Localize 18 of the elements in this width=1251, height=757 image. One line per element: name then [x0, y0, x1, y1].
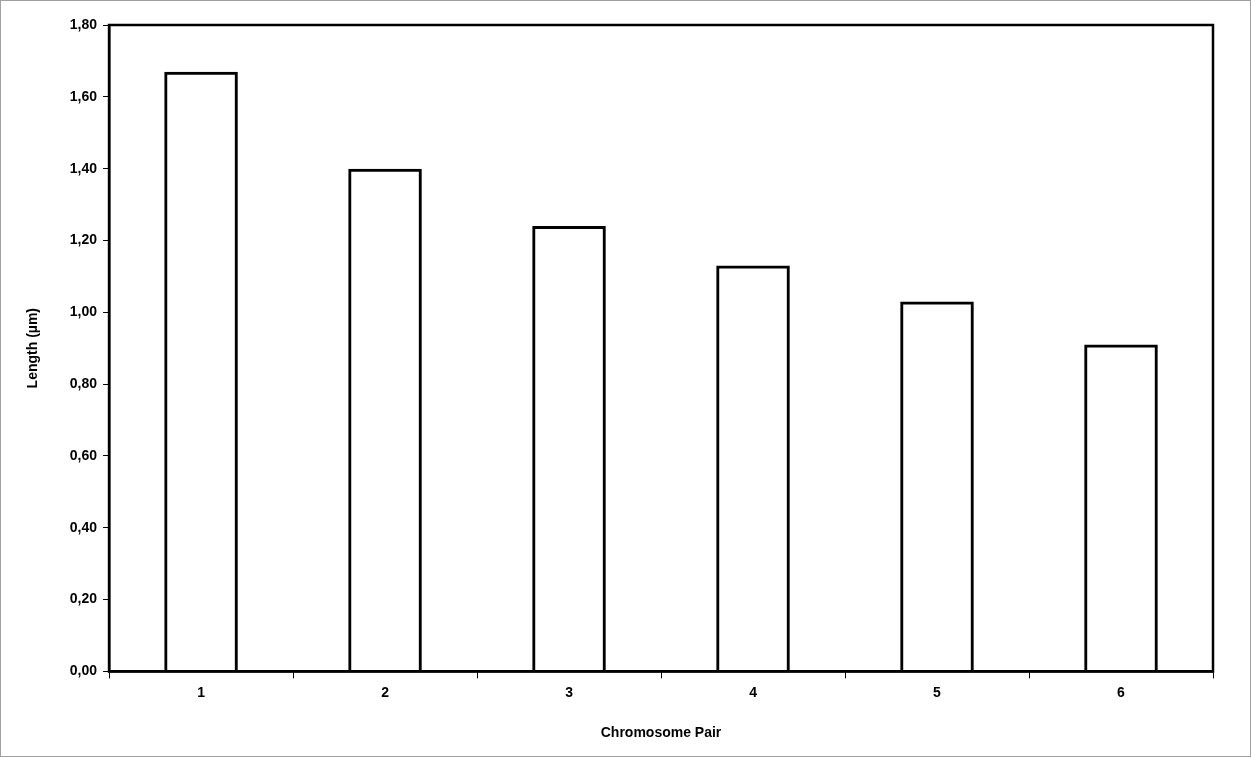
y-tick-label: 0,60	[69, 446, 98, 463]
y-axis-title: Length (µm)	[24, 308, 41, 389]
y-tick-label: 1,00	[69, 303, 98, 320]
y-tick-label: 1,40	[69, 159, 98, 176]
y-tick-label: 0,40	[69, 518, 98, 535]
y-tick-label: 0,00	[69, 662, 98, 679]
x-tick-label: 6	[1117, 683, 1126, 700]
x-tick-label: 5	[933, 683, 942, 700]
x-tick-label: 1	[197, 683, 206, 700]
x-axis-title: Chromosome Pair	[600, 724, 722, 741]
x-tick-label: 4	[749, 683, 758, 700]
x-tick-label: 2	[381, 683, 390, 700]
y-tick-label: 1,20	[69, 231, 98, 248]
y-tick-label: 0,80	[69, 374, 98, 391]
y-tick-label: 0,20	[69, 590, 98, 607]
y-tick-label: 1,60	[69, 87, 98, 104]
y-tick-label: 1,80	[69, 15, 98, 32]
x-tick-label: 3	[565, 683, 574, 700]
